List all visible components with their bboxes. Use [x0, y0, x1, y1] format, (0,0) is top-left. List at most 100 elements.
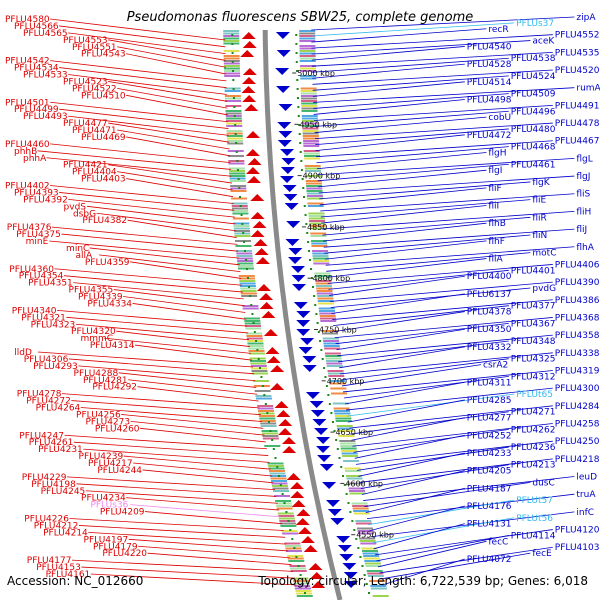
scale-dot	[283, 502, 286, 504]
right-gene-label: PFLU4514	[467, 78, 512, 88]
right-gene-label: PFLU4496	[511, 107, 556, 117]
feature-band	[329, 380, 346, 382]
leader-line	[354, 434, 465, 459]
left-gene-label: PFLU4161	[46, 570, 91, 580]
left-gene-label: PFLU4421	[63, 161, 108, 171]
left-gene-label: PFLU4360	[9, 265, 54, 275]
leader-line	[314, 116, 487, 133]
feature-band	[324, 347, 341, 350]
scale-dot	[232, 97, 235, 99]
feature-band	[304, 165, 321, 167]
leader-line	[349, 405, 553, 429]
feature-band	[369, 580, 386, 582]
reverse-gene-arrow	[277, 122, 292, 129]
reverse-gene-arrow	[280, 149, 295, 156]
leader-line	[128, 379, 258, 395]
reverse-gene-arrow	[276, 86, 291, 93]
leader-line	[355, 440, 553, 465]
scale-dot	[232, 70, 235, 72]
forward-gene-arrow	[286, 473, 301, 480]
right-gene-label: PFLU4311	[467, 378, 512, 388]
scale-dot	[269, 430, 272, 432]
feature-band	[258, 415, 275, 417]
reverse-gene-arrow	[275, 68, 290, 75]
scale-dot	[353, 529, 356, 531]
feature-band	[278, 515, 295, 517]
feature-band	[339, 442, 356, 445]
feature-band	[320, 317, 337, 320]
scale-dot	[313, 295, 316, 297]
feature-band	[249, 357, 266, 360]
feature-band	[284, 545, 301, 547]
right-gene-label: PFLU4367	[511, 319, 556, 329]
feature-band	[367, 572, 384, 575]
feature-band	[279, 522, 296, 525]
feature-band	[317, 300, 334, 302]
forward-gene-arrow	[252, 221, 267, 228]
leader-line	[377, 540, 487, 568]
feature-band	[239, 280, 256, 282]
right-gene-label: fliH	[576, 207, 591, 217]
left-gene-label: PFLU4402	[5, 182, 50, 192]
scale-dot	[309, 268, 312, 270]
left-gene-label: PFLU4245	[41, 487, 86, 497]
feature-band	[322, 332, 339, 335]
feature-band	[362, 552, 379, 555]
scale-dot	[241, 223, 244, 225]
left-gene-label: PFLU4321	[21, 313, 66, 323]
leader-line	[315, 134, 465, 152]
left-gene-label: PFLU4460	[5, 140, 50, 150]
backbone-ring	[262, 29, 343, 600]
feature-band	[339, 440, 356, 442]
feature-band	[260, 425, 277, 427]
forward-gene-arrow	[240, 50, 255, 57]
scale-dot	[244, 259, 247, 261]
leader-line	[316, 146, 509, 164]
left-gene-label: PFLU4229	[22, 473, 67, 483]
scale-dot	[231, 34, 234, 36]
scale-dot	[239, 205, 242, 207]
scale-dot	[238, 187, 241, 189]
leader-line	[75, 323, 250, 341]
feature-band	[229, 177, 246, 180]
feature-band	[306, 190, 323, 192]
left-gene-label: PFLU4393	[14, 188, 59, 198]
tick-label: 4750 kbp	[319, 326, 357, 335]
feature-band	[300, 92, 317, 95]
tick-label: 4600 kbp	[345, 479, 383, 488]
gene-arrows	[240, 32, 359, 588]
scale-dot	[246, 277, 249, 279]
feature-band	[315, 280, 332, 282]
leader-line	[364, 482, 531, 507]
right-gene-label: aceK	[532, 37, 555, 47]
left-gene-label: PFLU4359	[85, 258, 130, 268]
scale-dot	[361, 565, 364, 567]
scale-dot	[296, 88, 299, 90]
feature-band	[306, 195, 323, 197]
feature-band	[259, 420, 276, 422]
feature-band	[311, 245, 328, 247]
leader-line	[376, 535, 509, 562]
reverse-gene-arrow	[282, 185, 297, 192]
feature-band	[282, 532, 299, 535]
forward-gene-arrow	[282, 446, 297, 453]
left-gene-label: PFLU4542	[5, 57, 50, 67]
right-gene-label: PFLU4386	[555, 296, 600, 306]
scale-dot	[255, 340, 258, 342]
feature-band	[314, 272, 331, 275]
forward-gene-arrow	[246, 131, 261, 138]
feature-band	[314, 275, 331, 277]
right-gene-label: PFLU4491	[555, 101, 600, 111]
leader-line	[347, 393, 515, 417]
feature-band	[313, 260, 330, 262]
scale-dot	[296, 70, 299, 72]
scale-dot	[296, 79, 299, 81]
right-gene-label: flgL	[576, 154, 592, 164]
left-gene-label: PFLU4212	[34, 521, 79, 531]
feature-band	[274, 495, 291, 497]
right-gene-label: PFLUt65	[516, 390, 553, 400]
right-gene-label: PFLU4319	[555, 366, 600, 376]
tick-label: 4950 kbp	[299, 120, 337, 129]
scale-dot	[359, 556, 362, 558]
